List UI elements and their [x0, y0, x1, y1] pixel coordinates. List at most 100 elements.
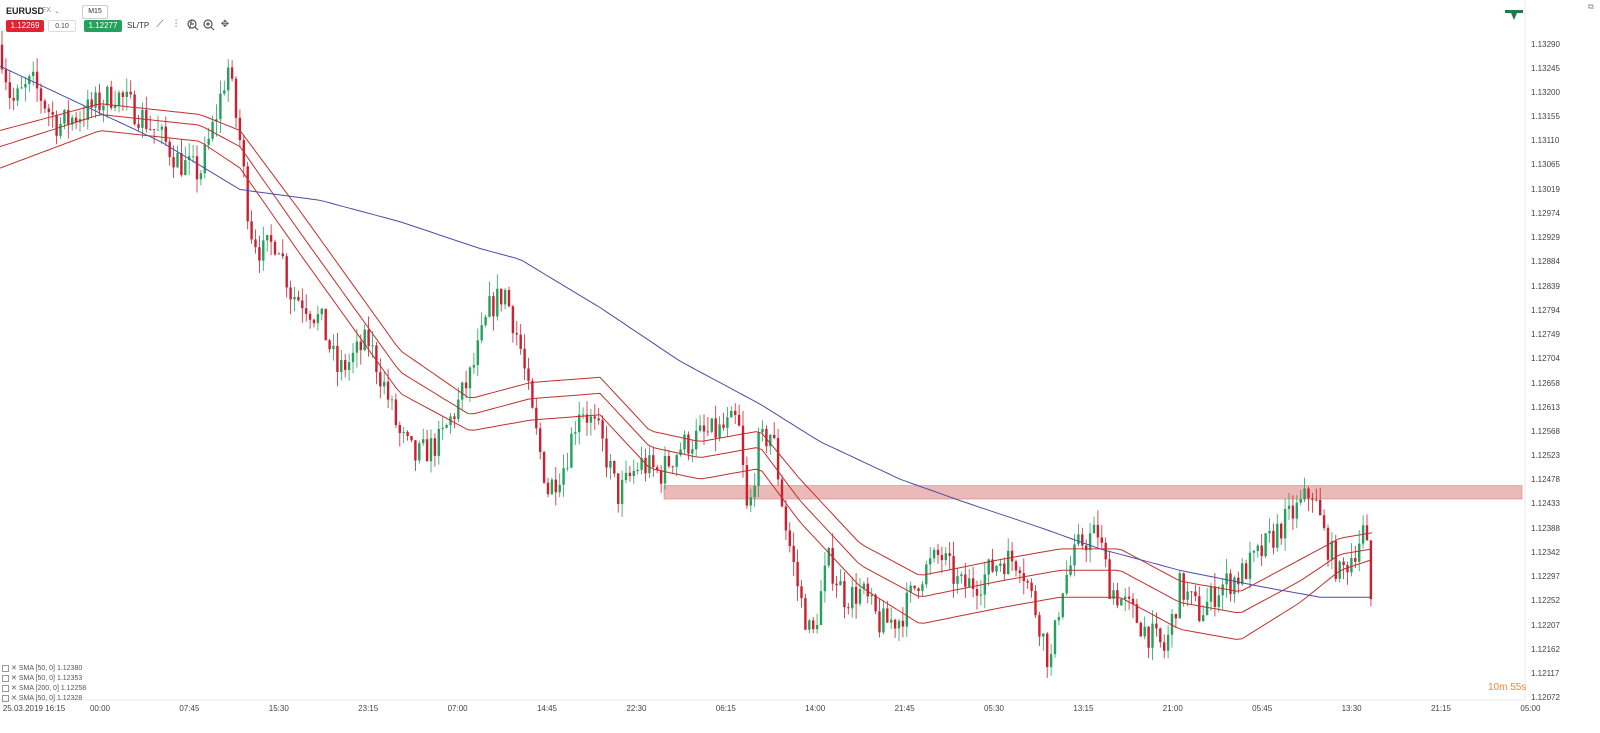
candle	[1166, 625, 1170, 659]
candle	[585, 401, 589, 436]
sltp-button[interactable]: SL/TP	[127, 21, 150, 30]
time-tick-label: 07:45	[179, 704, 200, 713]
price-tick-label: 1.12207	[1531, 620, 1560, 630]
candle	[566, 452, 569, 472]
candle	[835, 575, 838, 598]
settings-icon[interactable]	[2, 684, 9, 692]
candle	[578, 401, 581, 445]
candle	[1147, 626, 1150, 659]
candle	[675, 453, 678, 477]
candle	[437, 420, 440, 465]
timeframe-select[interactable]: M15	[82, 5, 108, 19]
candle	[1143, 616, 1146, 640]
candle	[1186, 582, 1189, 606]
zoom-out-icon[interactable]	[186, 18, 200, 32]
chevron-down-icon[interactable]: ⌄	[54, 8, 60, 15]
candle	[344, 353, 347, 378]
candle	[4, 58, 8, 91]
candle	[617, 473, 620, 513]
candle	[28, 74, 31, 92]
candle	[1100, 524, 1103, 549]
candle	[488, 281, 491, 318]
candle	[562, 454, 565, 497]
candle	[858, 578, 862, 607]
candle	[1256, 543, 1259, 558]
candle	[1354, 545, 1357, 569]
candle	[1073, 534, 1076, 577]
candle	[652, 446, 655, 477]
candle	[511, 304, 515, 343]
candle	[1233, 575, 1236, 603]
candle	[94, 86, 97, 119]
candle	[180, 139, 183, 177]
candle	[1307, 486, 1310, 512]
line-chart-icon[interactable]: ⟋	[156, 19, 164, 30]
candle	[1330, 532, 1334, 570]
candle	[886, 600, 889, 623]
candle	[1108, 550, 1111, 600]
legend-item[interactable]: ✕ SMA [50, 0] 1.12328	[2, 694, 82, 702]
candle	[964, 562, 967, 598]
candle	[398, 421, 401, 447]
candle	[308, 310, 312, 329]
candle	[316, 305, 320, 331]
candle	[425, 429, 429, 462]
candle	[897, 618, 901, 641]
candle	[636, 462, 639, 475]
time-tick-label: 05:30	[983, 704, 1005, 713]
bar-chart-icon[interactable]: ⫶	[174, 19, 178, 30]
crosshair-icon[interactable]: ✥	[220, 19, 230, 30]
candle	[827, 546, 830, 569]
candle	[371, 331, 374, 358]
zoom-in-icon[interactable]	[202, 18, 216, 32]
candle	[718, 416, 721, 442]
candle	[1369, 539, 1373, 607]
candle	[51, 101, 54, 128]
candle	[878, 598, 881, 638]
candle	[605, 425, 608, 478]
resistance-zone[interactable]	[663, 485, 1523, 500]
candle	[1190, 590, 1193, 605]
sell-price-button[interactable]: 1.12269	[6, 20, 44, 32]
buy-price-button[interactable]: 1.12277	[84, 20, 122, 32]
symbol-label[interactable]: EURUSD	[6, 6, 45, 16]
sma-lines	[0, 65, 1373, 640]
legend-item[interactable]: ✕ SMA [50, 0] 1.12380	[2, 664, 82, 672]
settings-icon[interactable]	[2, 664, 9, 672]
spread-value: 0.10	[48, 20, 76, 32]
candle	[948, 542, 951, 570]
candle	[176, 145, 179, 168]
candle	[932, 547, 936, 563]
candle	[519, 324, 522, 355]
candle	[1287, 492, 1291, 521]
time-tick-label: 13:30	[1341, 704, 1362, 713]
candle	[1018, 566, 1022, 584]
app-logo-icon	[1505, 7, 1523, 20]
candle	[609, 454, 612, 480]
candle	[449, 413, 452, 434]
candle	[554, 467, 557, 506]
legend-item[interactable]: ✕ SMA [50, 0] 1.12353	[2, 674, 82, 682]
candle	[242, 134, 245, 178]
candle	[125, 78, 128, 111]
candle	[281, 239, 284, 260]
candle	[8, 70, 11, 110]
candle	[199, 169, 203, 186]
candle	[975, 580, 979, 610]
price-tick-label: 1.12704	[1531, 354, 1560, 364]
window-restore-icon[interactable]: ⧉	[1588, 2, 1594, 11]
candle	[659, 465, 663, 494]
candle	[726, 407, 729, 437]
candle	[90, 91, 93, 118]
settings-icon[interactable]	[2, 694, 9, 702]
candle	[1217, 586, 1220, 613]
legend-item[interactable]: ✕ SMA [200, 0] 1.12258	[2, 684, 86, 692]
chart-toolbar: EURUSD FX ⌄ M15 1.12269 0.10 1.12277 SL/…	[0, 0, 1520, 36]
candle	[815, 613, 819, 634]
price-tick-label: 1.12929	[1531, 233, 1560, 243]
candle	[1046, 631, 1049, 678]
candle	[168, 138, 171, 166]
settings-icon[interactable]	[2, 674, 9, 682]
candle	[640, 446, 643, 475]
